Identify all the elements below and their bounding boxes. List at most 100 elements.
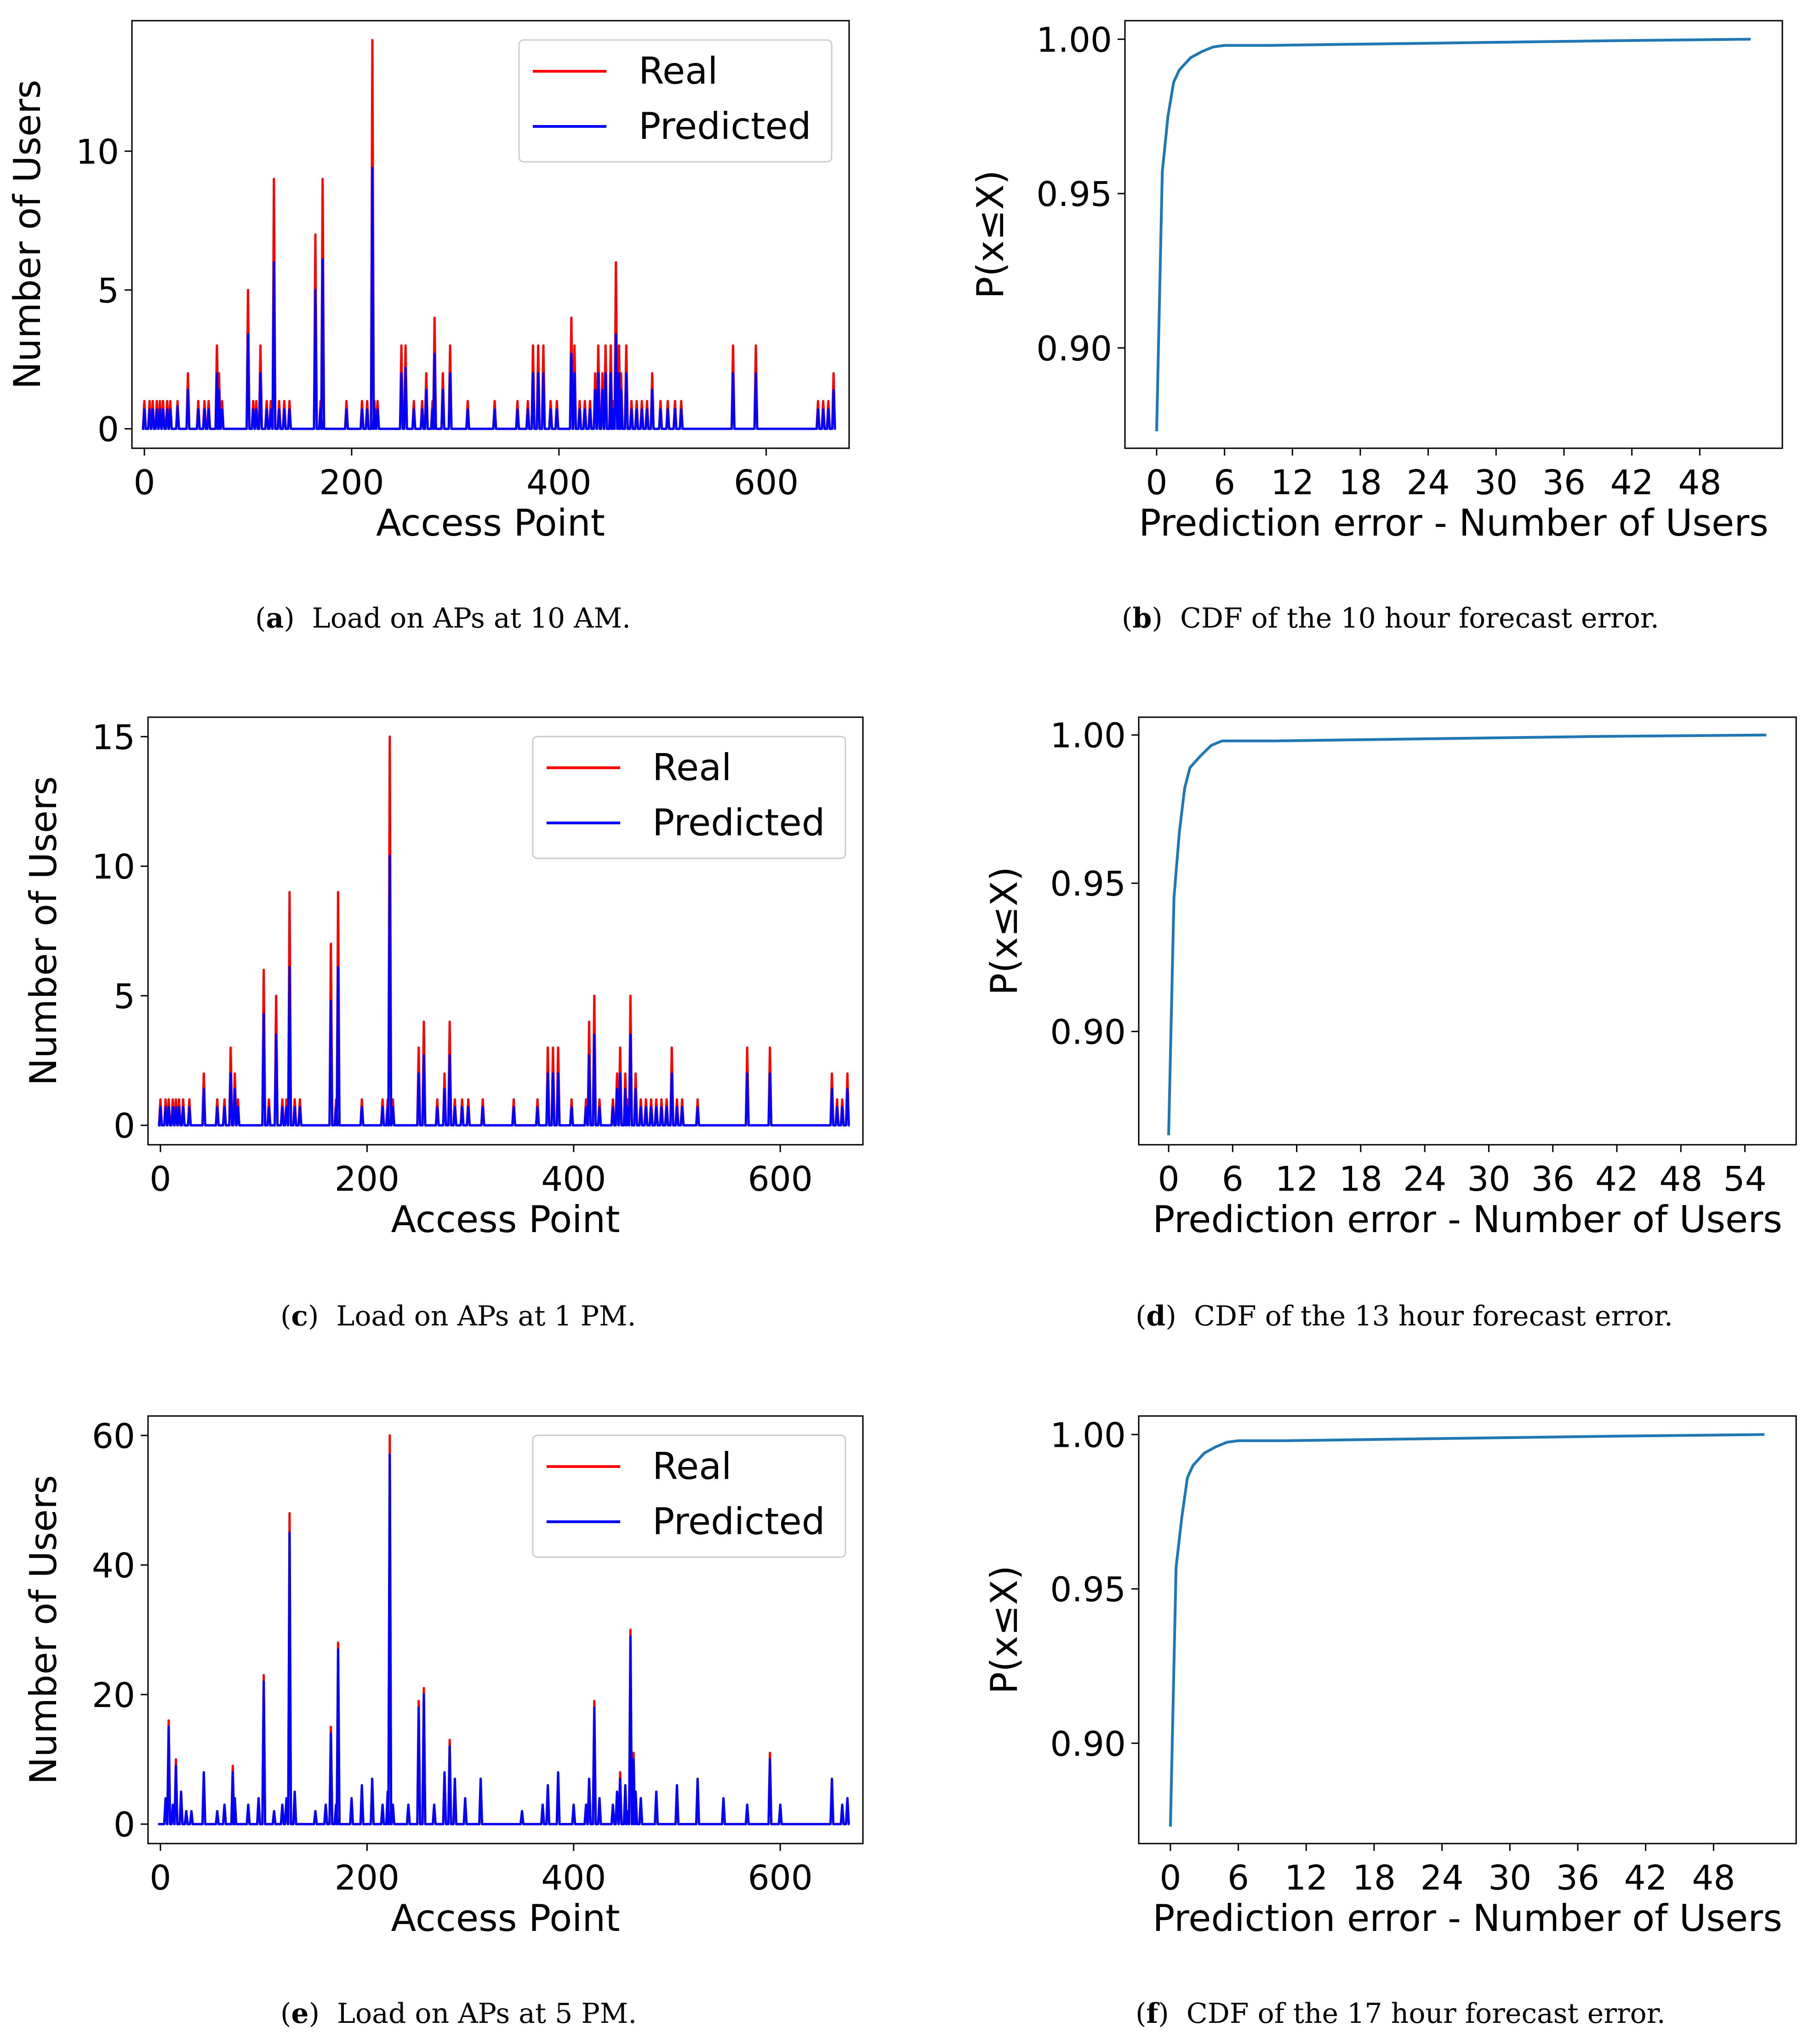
x-tick-label: 18 xyxy=(1339,1159,1382,1199)
legend: Real Predicted xyxy=(532,736,846,859)
y-axis-label: P(x≤X) xyxy=(969,170,1012,299)
x-tick-label: 0 xyxy=(149,1858,171,1898)
x-tick-label: 42 xyxy=(1595,1159,1638,1199)
x-tick-label: 0 xyxy=(1159,1858,1181,1898)
caption-f: (f) CDF of the 17 hour forecast error. xyxy=(1136,1998,1666,2030)
x-tick-label: 400 xyxy=(541,1858,606,1898)
x-tick-label: 30 xyxy=(1474,463,1518,502)
y-tick-label: 5 xyxy=(97,271,119,311)
legend: Real Predicted xyxy=(532,1434,846,1558)
x-tick-label: 600 xyxy=(748,1858,813,1898)
series-cdf-line xyxy=(1155,38,1751,432)
y-tick-label: 0.95 xyxy=(1050,864,1126,904)
series-cdf-line xyxy=(1169,1433,1765,1827)
x-tick-label: 48 xyxy=(1692,1858,1735,1898)
plot-frame xyxy=(147,1415,864,1844)
y-axis-label: Number of Users xyxy=(22,1475,65,1784)
y-tick-label: 0 xyxy=(114,1107,135,1146)
chart-f: 0 6 12 18 24 30 36 42 48 0.90 0.95 1.00 Prediction e… xyxy=(983,1415,1797,1940)
chart-b: 0 6 12 18 24 30 36 42 48 0.90 0.95 1.00 Prediction e… xyxy=(969,20,1783,544)
x-tick-label: 6 xyxy=(1222,1159,1244,1199)
y-axis-label: Number of Users xyxy=(22,776,65,1085)
caption-d: (d) CDF of the 13 hour forecast error. xyxy=(1136,1300,1673,1332)
y-axis-label: Number of Users xyxy=(6,80,49,389)
y-tick-label: 1.00 xyxy=(1036,20,1112,60)
x-axis-label: Access Point xyxy=(376,502,605,544)
plot-frame xyxy=(1124,20,1783,449)
x-tick-label: 18 xyxy=(1339,463,1382,502)
series-predicted-line xyxy=(158,1454,850,1826)
x-axis-label: Prediction error - Number of Users xyxy=(1153,1897,1782,1940)
caption-c: (c) Load on APs at 1 PM. xyxy=(280,1300,636,1332)
legend-label-real: Real xyxy=(652,746,731,789)
y-tick-label: 60 xyxy=(92,1416,135,1456)
plot-frame xyxy=(1138,1415,1797,1844)
y-tick-label: 20 xyxy=(92,1676,135,1715)
x-tick-label: 48 xyxy=(1659,1159,1702,1199)
x-tick-label: 0 xyxy=(149,1159,171,1199)
x-tick-label: 36 xyxy=(1531,1159,1575,1199)
y-axis-label: P(x≤X) xyxy=(983,1565,1026,1694)
legend-label-real: Real xyxy=(639,50,718,92)
x-tick-label: 36 xyxy=(1556,1858,1599,1898)
y-tick-label: 10 xyxy=(92,847,135,887)
x-tick-label: 24 xyxy=(1407,463,1450,502)
plot-frame xyxy=(131,20,850,449)
legend-label-predicted: Predicted xyxy=(639,105,811,148)
series-predicted-line xyxy=(158,855,850,1127)
y-tick-label: 0.90 xyxy=(1050,1013,1126,1052)
x-tick-label: 36 xyxy=(1542,463,1586,502)
x-axis-label: Access Point xyxy=(391,1198,620,1241)
y-tick-label: 5 xyxy=(114,977,135,1016)
x-tick-label: 48 xyxy=(1678,463,1721,502)
y-tick-label: 10 xyxy=(76,132,119,172)
caption-a: (a) Load on APs at 10 AM. xyxy=(255,602,631,634)
chart-e: 0 200 400 600 0 20 40 60 Access Point Number of U… xyxy=(22,1415,864,1940)
series-cdf-line xyxy=(1167,733,1767,1136)
x-axis-label: Prediction error - Number of Users xyxy=(1153,1198,1782,1241)
plot-frame xyxy=(147,716,864,1146)
x-tick-label: 200 xyxy=(319,463,384,502)
x-tick-label: 0 xyxy=(1158,1159,1179,1199)
x-tick-label: 54 xyxy=(1723,1159,1766,1199)
x-tick-label: 24 xyxy=(1421,1858,1464,1898)
x-tick-label: 600 xyxy=(748,1159,813,1199)
chart-a: 0 200 400 600 0 5 10 Access Point Number of User… xyxy=(6,20,850,544)
y-tick-label: 40 xyxy=(92,1546,135,1586)
x-tick-label: 200 xyxy=(335,1159,400,1199)
x-tick-label: 18 xyxy=(1353,1858,1396,1898)
x-tick-label: 0 xyxy=(1146,463,1167,502)
y-tick-label: 0.95 xyxy=(1036,175,1112,214)
x-axis-label: Prediction error - Number of Users xyxy=(1139,502,1769,544)
y-tick-label: 0.90 xyxy=(1050,1724,1126,1764)
x-tick-label: 600 xyxy=(734,463,799,502)
x-tick-label: 12 xyxy=(1275,1159,1318,1199)
y-tick-label: 0 xyxy=(114,1805,135,1845)
y-tick-label: 1.00 xyxy=(1050,1416,1126,1455)
x-tick-label: 400 xyxy=(526,463,591,502)
y-axis-label: P(x≤X) xyxy=(983,867,1026,995)
y-tick-label: 1.00 xyxy=(1050,716,1126,756)
x-tick-label: 400 xyxy=(541,1159,606,1199)
caption-b: (b) CDF of the 10 hour forecast error. xyxy=(1122,602,1659,634)
x-tick-label: 42 xyxy=(1624,1858,1667,1898)
x-tick-label: 12 xyxy=(1284,1858,1328,1898)
x-axis-label: Access Point xyxy=(391,1897,620,1940)
x-tick-label: 12 xyxy=(1271,463,1314,502)
x-tick-label: 24 xyxy=(1403,1159,1446,1199)
legend-label-real: Real xyxy=(652,1445,731,1488)
legend-label-predicted: Predicted xyxy=(652,801,825,844)
y-tick-label: 15 xyxy=(92,718,135,757)
x-tick-label: 42 xyxy=(1610,463,1654,502)
chart-c: 0 200 400 600 0 5 10 15 Access Point Number of Us… xyxy=(22,716,864,1241)
y-tick-label: 0.90 xyxy=(1036,329,1112,369)
x-tick-label: 6 xyxy=(1214,463,1235,502)
x-tick-label: 200 xyxy=(335,1858,400,1898)
x-tick-label: 6 xyxy=(1227,1858,1249,1898)
caption-e: (e) Load on APs at 5 PM. xyxy=(280,1998,637,2030)
y-tick-label: 0.95 xyxy=(1050,1570,1126,1610)
series-predicted-line xyxy=(142,166,836,430)
x-tick-label: 30 xyxy=(1467,1159,1510,1199)
plot-frame xyxy=(1138,716,1797,1146)
